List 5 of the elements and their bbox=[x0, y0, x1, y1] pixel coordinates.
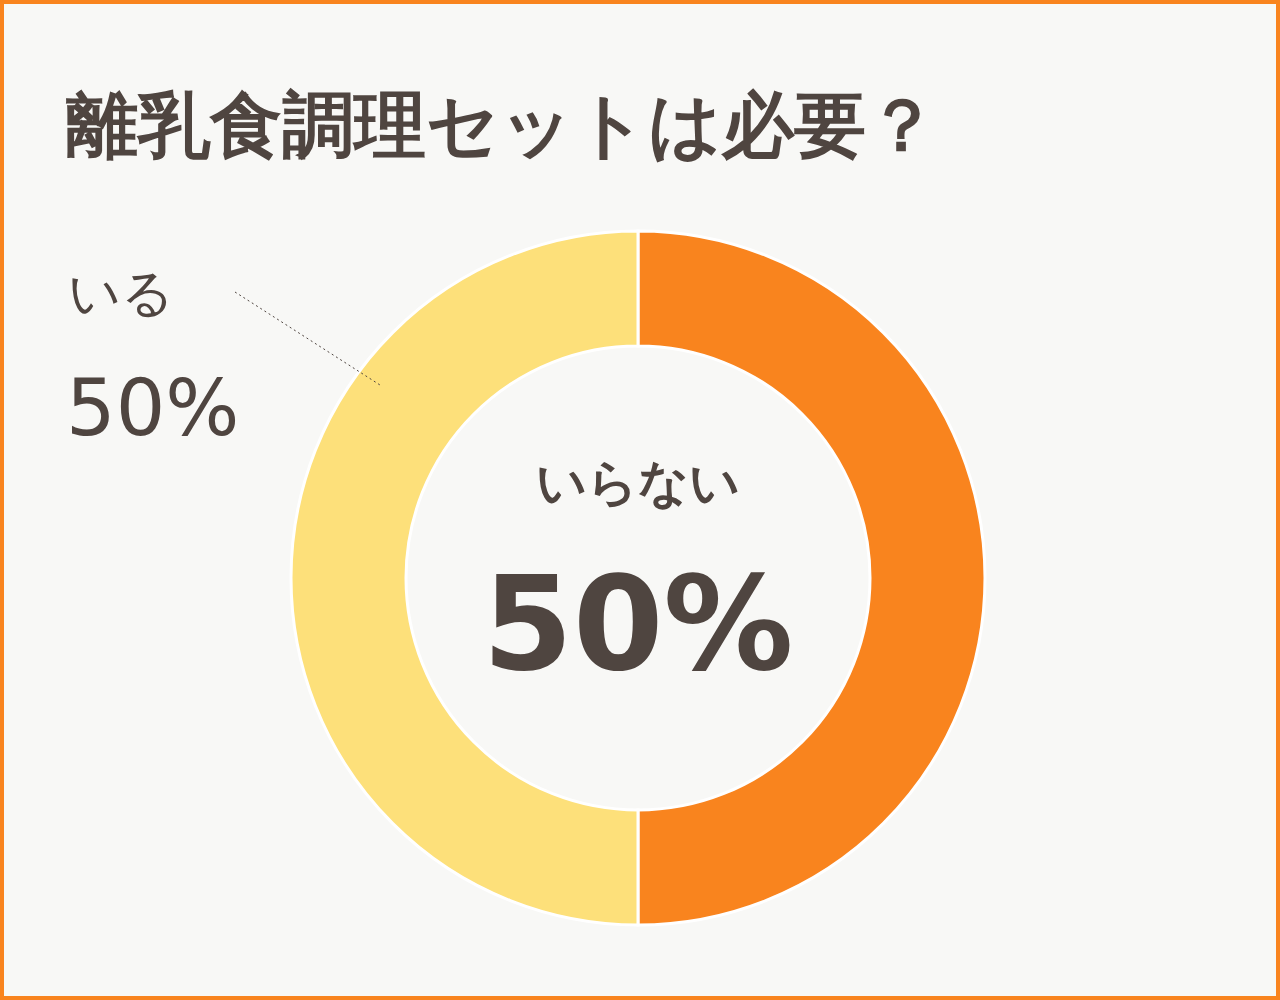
chart-title: 離乳食調理セットは必要？ bbox=[65, 83, 938, 167]
data-label: 50% bbox=[482, 548, 794, 700]
slice-label: いる bbox=[68, 263, 174, 323]
slice-label: いらない bbox=[536, 454, 740, 512]
data-label: 50% bbox=[66, 363, 240, 453]
